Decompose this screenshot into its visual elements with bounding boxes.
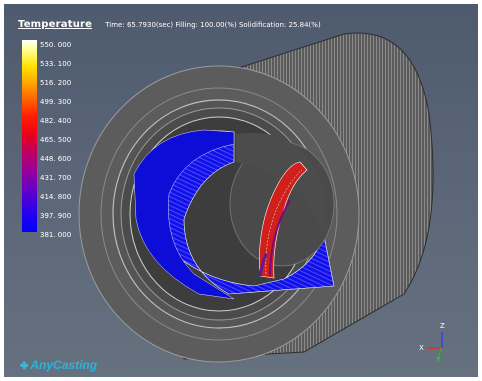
colorbar-label: 414. 800	[40, 193, 72, 201]
colorbar-label: 482. 400	[40, 117, 72, 125]
colorbar-label: 448. 600	[40, 155, 72, 163]
colorbar-label: 550. 000	[40, 41, 72, 49]
brand-name: AnyCasting	[30, 358, 98, 372]
temperature-colorbar	[22, 40, 37, 232]
casting-model-3d[interactable]	[4, 4, 478, 377]
colorbar-label: 381. 000	[40, 231, 72, 239]
simulation-status: Time: 65.7930(sec) Filling: 100.00(%) So…	[105, 21, 321, 29]
anycasting-logo-icon: ✤	[20, 361, 29, 372]
axis-y-label: Y	[436, 356, 441, 364]
colorbar-label: 516. 200	[40, 79, 72, 87]
colorbar-label: 499. 300	[40, 98, 72, 106]
axis-triad-icon	[426, 332, 443, 359]
anycasting-logo: ✤ AnyCasting	[20, 358, 97, 372]
axis-x-label: X	[419, 344, 424, 352]
colorbar-label: 465. 500	[40, 136, 72, 144]
result-header: Temperature Time: 65.7930(sec) Filling: …	[18, 12, 321, 30]
result-title[interactable]: Temperature	[18, 19, 93, 30]
colorbar-label: 431. 700	[40, 174, 72, 182]
colorbar-label: 533. 100	[40, 60, 72, 68]
axis-triad: Z X Y	[418, 320, 468, 370]
colorbar-label: 397. 900	[40, 212, 72, 220]
3d-viewport[interactable]: Temperature Time: 65.7930(sec) Filling: …	[4, 4, 478, 377]
axis-z-label: Z	[440, 322, 445, 330]
